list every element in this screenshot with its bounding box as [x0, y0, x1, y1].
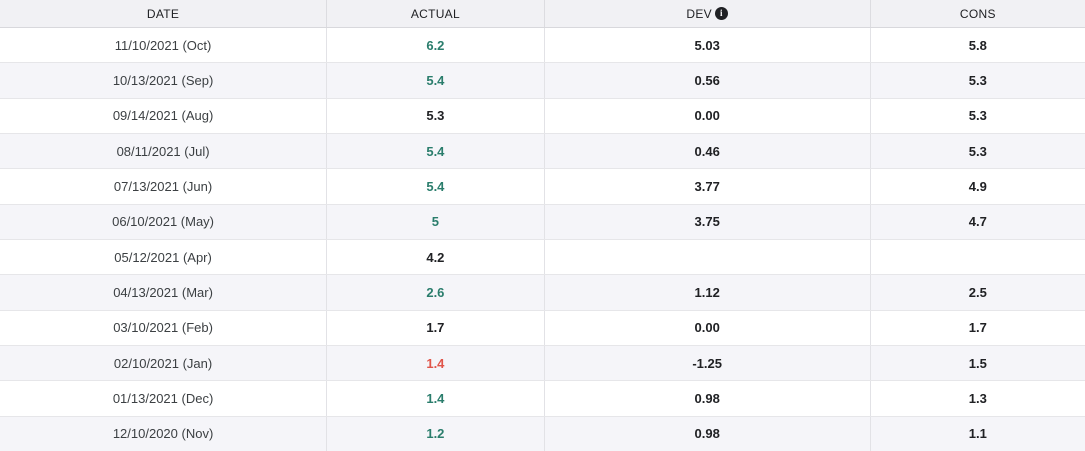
cons-cell: 5.3: [968, 72, 987, 88]
column-header-dev-label: DEV: [686, 6, 712, 21]
cons-cell: 4.9: [968, 178, 987, 194]
actual-cell: 5.4: [327, 63, 545, 98]
dev-cell: 0.98: [545, 381, 871, 416]
date-cell: 12/10/2020 (Nov): [0, 416, 328, 451]
info-icon[interactable]: i: [714, 7, 728, 20]
date-cell: 05/12/2021 (Apr): [0, 239, 328, 275]
actual-cell: 5.4: [327, 133, 545, 169]
cons-cell: 1.1: [968, 426, 987, 442]
table-row[interactable]: 03/10/2021 (Feb) 1.7 0.00 1.7: [0, 310, 1085, 346]
column-header-actual-label: ACTUAL: [410, 6, 460, 21]
date-cell: 03/10/2021 (Feb): [0, 310, 328, 345]
cons-cell: 1.7: [968, 320, 987, 336]
actual-cell: 2.6: [327, 275, 545, 310]
dev-cell: 3.75: [545, 204, 871, 239]
column-header-date: DATE: [0, 0, 328, 27]
date-cell: 06/10/2021 (May): [0, 204, 328, 239]
dev-cell: 1.12: [545, 275, 871, 310]
actual-cell: 6.2: [327, 28, 545, 63]
table-row[interactable]: 02/10/2021 (Jan) 1.4 -1.25 1.5: [0, 345, 1085, 382]
dev-cell: 0.56: [545, 63, 871, 98]
dev-cell: 3.77: [545, 169, 871, 204]
actual-cell: 5.3: [327, 98, 545, 133]
table-row[interactable]: 12/10/2020 (Nov) 1.2 0.98 1.1: [0, 416, 1085, 451]
table-body: 11/10/2021 (Oct) 6.2 5.03 5.8 10/13/2021…: [0, 28, 1085, 451]
column-header-dev: DEV i: [545, 0, 871, 27]
date-cell: 07/13/2021 (Jun): [0, 169, 328, 204]
table-row[interactable]: 05/12/2021 (Apr) 4.2: [0, 239, 1085, 276]
cons-cell: [871, 240, 1085, 274]
cons-cell: 2.5: [968, 284, 987, 300]
dev-cell: 0.46: [545, 133, 871, 169]
table-row[interactable]: 04/13/2021 (Mar) 2.6 1.12 2.5: [0, 275, 1085, 311]
table-row[interactable]: 09/14/2021 (Aug) 5.3 0.00 5.3: [0, 98, 1085, 134]
dev-cell: [545, 239, 871, 275]
cons-cell: 1.3: [968, 390, 987, 406]
date-cell: 11/10/2021 (Oct): [0, 28, 328, 63]
actual-cell: 1.7: [327, 310, 545, 345]
actual-cell: 4.2: [327, 239, 545, 275]
actual-cell: 5.4: [327, 169, 545, 204]
actual-cell: 1.4: [327, 381, 545, 416]
date-cell: 08/11/2021 (Jul): [0, 133, 328, 169]
cons-cell: 5.3: [968, 108, 987, 124]
cons-cell: 1.5: [968, 355, 987, 371]
date-cell: 04/13/2021 (Mar): [0, 275, 328, 310]
column-header-date-label: DATE: [146, 6, 180, 21]
table-row[interactable]: 11/10/2021 (Oct) 6.2 5.03 5.8: [0, 28, 1085, 64]
date-cell: 10/13/2021 (Sep): [0, 63, 328, 98]
column-header-cons-label: CONS: [959, 6, 996, 21]
cons-cell: 4.7: [968, 214, 987, 230]
dev-cell: -1.25: [545, 345, 871, 381]
actual-cell: 1.4: [327, 345, 545, 381]
table-row[interactable]: 01/13/2021 (Dec) 1.4 0.98 1.3: [0, 381, 1085, 417]
date-cell: 02/10/2021 (Jan): [0, 345, 328, 381]
table-row[interactable]: 10/13/2021 (Sep) 5.4 0.56 5.3: [0, 63, 1085, 99]
dev-cell: 0.00: [545, 310, 871, 345]
date-cell: 09/14/2021 (Aug): [0, 98, 328, 133]
table-row[interactable]: 06/10/2021 (May) 5 3.75 4.7: [0, 204, 1085, 240]
actual-cell: 5: [327, 204, 545, 239]
table-row[interactable]: 07/13/2021 (Jun) 5.4 3.77 4.9: [0, 169, 1085, 205]
date-cell: 01/13/2021 (Dec): [0, 381, 328, 416]
table-header-row: DATE ACTUAL DEV i CONS: [0, 0, 1085, 28]
dev-cell: 0.00: [545, 98, 871, 133]
dev-cell: 5.03: [545, 28, 871, 63]
cons-cell: 5.8: [968, 37, 987, 53]
actual-cell: 1.2: [327, 416, 545, 451]
column-header-cons: CONS: [871, 0, 1085, 27]
cons-cell: 5.3: [968, 143, 987, 159]
table-row[interactable]: 08/11/2021 (Jul) 5.4 0.46 5.3: [0, 133, 1085, 170]
dev-cell: 0.98: [545, 416, 871, 451]
column-header-actual: ACTUAL: [327, 0, 545, 27]
